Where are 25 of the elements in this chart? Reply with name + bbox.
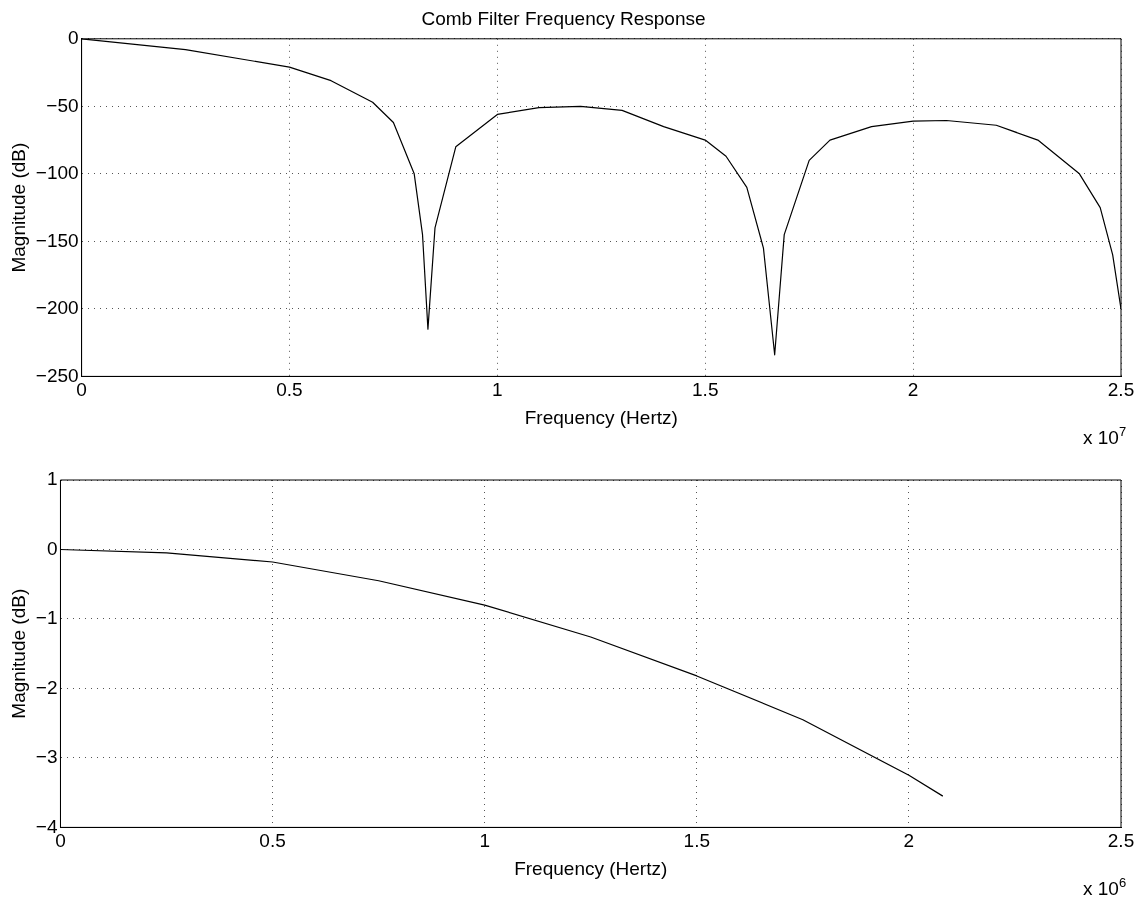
y-tick-label: −1 — [35, 607, 58, 629]
x-tick-label: 2 — [903, 830, 915, 852]
y-axis-title: Magnitude (dB) — [7, 142, 29, 273]
x-tick-label: 2.5 — [1107, 379, 1135, 401]
y-axis-title: Magnitude (dB) — [7, 588, 29, 719]
y-tick-label: −150 — [35, 229, 79, 251]
y-tick-label: 0 — [46, 537, 58, 559]
x-tick-label: 1.5 — [692, 379, 719, 401]
x-axis-title: Frequency (Hertz) — [524, 406, 678, 428]
y-tick-label: −3 — [35, 746, 58, 768]
y-tick-label: 1 — [46, 468, 58, 490]
x-tick-label: 2.5 — [1107, 830, 1135, 852]
y-tick-label: −2 — [35, 676, 58, 698]
x-tick-label: 1 — [479, 830, 490, 852]
x-axis-title: Frequency (Hertz) — [514, 857, 668, 879]
y-tick-label: −200 — [35, 297, 79, 319]
y-tick-label: −50 — [46, 94, 79, 116]
chart-title: Comb Filter Frequency Response — [421, 7, 706, 29]
y-tick-label: −100 — [35, 162, 79, 184]
x-tick-label: 1 — [492, 379, 503, 401]
x-tick-label: 1.5 — [683, 830, 710, 852]
x-tick-label: 2 — [907, 379, 919, 401]
x-tick-label: 0.5 — [259, 830, 286, 852]
x-tick-label: 0.5 — [276, 379, 303, 401]
y-tick-label: 0 — [68, 27, 79, 49]
